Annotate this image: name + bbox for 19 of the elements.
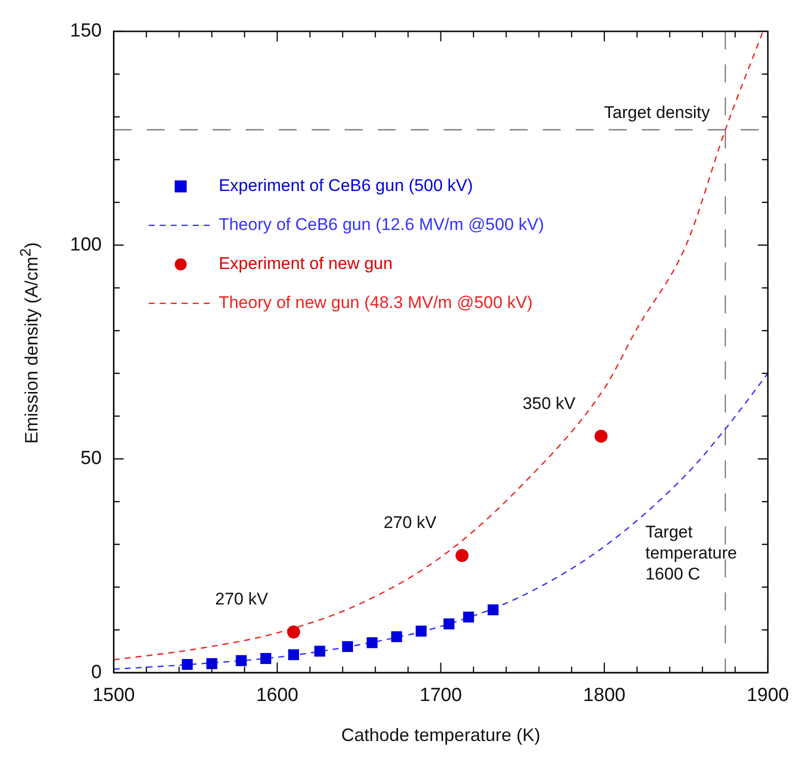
legend-label: Experiment of CeB6 gun (500 kV) bbox=[218, 176, 473, 196]
ref-line-label: Target density bbox=[604, 102, 710, 122]
annotation: 270 kV bbox=[215, 590, 269, 609]
legend-label: Experiment of new gun bbox=[218, 254, 393, 274]
y-tick-label: 150 bbox=[70, 20, 102, 42]
legend-label: Theory of new gun (48.3 MV/m @500 kV) bbox=[218, 293, 533, 312]
x-tick-label: 1600 bbox=[256, 685, 298, 706]
annotation: 270 kV bbox=[384, 513, 438, 532]
ref-line-label: Target temperature 1600 C bbox=[645, 522, 738, 584]
y-tick-label: 100 bbox=[70, 234, 102, 256]
x-tick-label: 1700 bbox=[420, 685, 462, 706]
x-axis-title: Cathode temperature (K) bbox=[341, 725, 540, 746]
x-tick-label: 1900 bbox=[746, 685, 790, 706]
annotation: 350 kV bbox=[522, 394, 576, 413]
x-tick-label: 1500 bbox=[92, 685, 135, 706]
legend-label: Theory of CeB6 gun (12.6 MV/m @500 kV) bbox=[218, 215, 544, 234]
x-tick-label: 1800 bbox=[583, 685, 626, 706]
y-tick-label: 0 bbox=[91, 662, 102, 683]
y-tick-label: 50 bbox=[80, 448, 102, 470]
